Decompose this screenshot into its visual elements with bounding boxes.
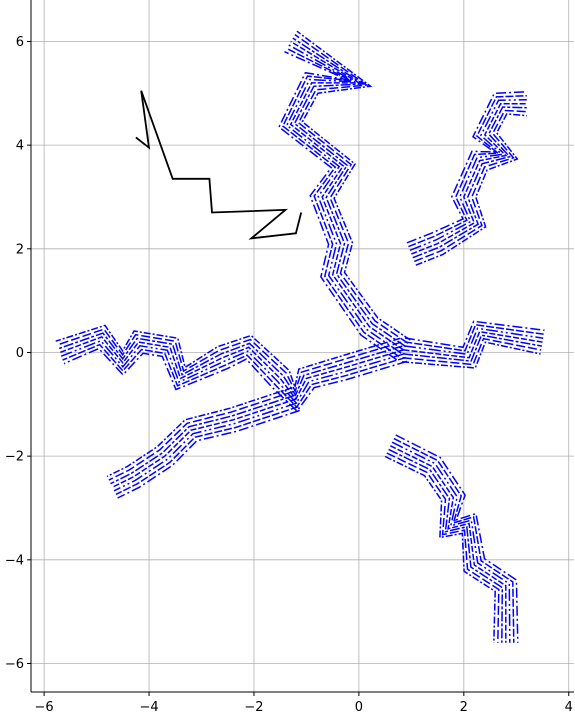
branch-line: [403, 330, 543, 359]
axes: [30, 0, 574, 693]
x-tick-label: −2: [244, 700, 263, 715]
branch-lower-left-arm: [106, 386, 300, 499]
branches: [55, 30, 545, 643]
branch-line: [384, 455, 496, 643]
branch-line: [404, 320, 545, 349]
branch-line: [408, 94, 527, 248]
branch-line: [415, 113, 527, 266]
x-tick-label: 2: [460, 700, 468, 715]
y-tick-label: 2: [16, 242, 24, 257]
branch-line: [414, 109, 527, 263]
x-tick-label: −6: [35, 700, 54, 715]
branch-line: [108, 390, 294, 481]
y-tick-label: 0: [16, 346, 24, 361]
branch-line: [106, 386, 293, 478]
branch-line: [406, 90, 527, 244]
y-tick-label: 4: [16, 139, 24, 154]
branch-line: [281, 47, 400, 358]
branch-line: [402, 341, 541, 369]
branch-line: [390, 445, 507, 643]
branch-line: [111, 398, 297, 488]
x-tick-label: 0: [355, 700, 363, 715]
branch-line: [58, 332, 403, 397]
branch-line: [395, 434, 519, 643]
branch-line: [62, 343, 407, 409]
branch-line: [115, 405, 299, 496]
branch-line: [403, 327, 544, 356]
branch-line: [402, 334, 543, 362]
branch-line: [402, 337, 542, 366]
branch-line: [294, 33, 409, 344]
branch-line: [411, 102, 527, 255]
branch-line: [289, 40, 404, 351]
branch-line: [404, 323, 544, 352]
x-tick-label: 4: [565, 700, 573, 715]
y-tick-label: 6: [16, 35, 24, 50]
branch-line: [278, 51, 398, 361]
branch-right-arm: [402, 320, 545, 369]
x-ticks: −6 −4 −2 0 2 4: [35, 692, 573, 715]
branch-line: [296, 30, 411, 341]
branch-line: [391, 441, 511, 643]
black-path-line: [135, 90, 303, 240]
branch-line: [117, 409, 300, 499]
branch-line: [409, 98, 527, 251]
branch-line: [113, 402, 298, 492]
branch-line: [292, 37, 407, 348]
branch-line: [388, 448, 504, 643]
branch-line: [393, 437, 515, 643]
branch-line: [60, 339, 405, 405]
y-tick-label: −2: [5, 450, 24, 465]
branch-line: [63, 347, 408, 413]
x-tick-label: −4: [139, 700, 158, 715]
y-tick-label: −6: [5, 657, 24, 672]
y-ticks: −6 −4 −2 0 2 4 6: [5, 35, 31, 672]
black-path-layer: [135, 90, 303, 240]
branch-left-arm: [55, 324, 408, 413]
branch-line: [412, 106, 527, 259]
branch-line: [285, 44, 402, 354]
branch-line: [56, 328, 402, 394]
branch-lower-right-arm: [384, 434, 519, 643]
branch-upper-trunk: [278, 30, 411, 361]
branch-line: [55, 324, 401, 391]
y-tick-label: −4: [5, 553, 24, 568]
branch-line: [59, 336, 404, 401]
branch-upper-right: [406, 90, 527, 266]
branch-line: [386, 452, 500, 643]
branch-line: [110, 394, 295, 485]
